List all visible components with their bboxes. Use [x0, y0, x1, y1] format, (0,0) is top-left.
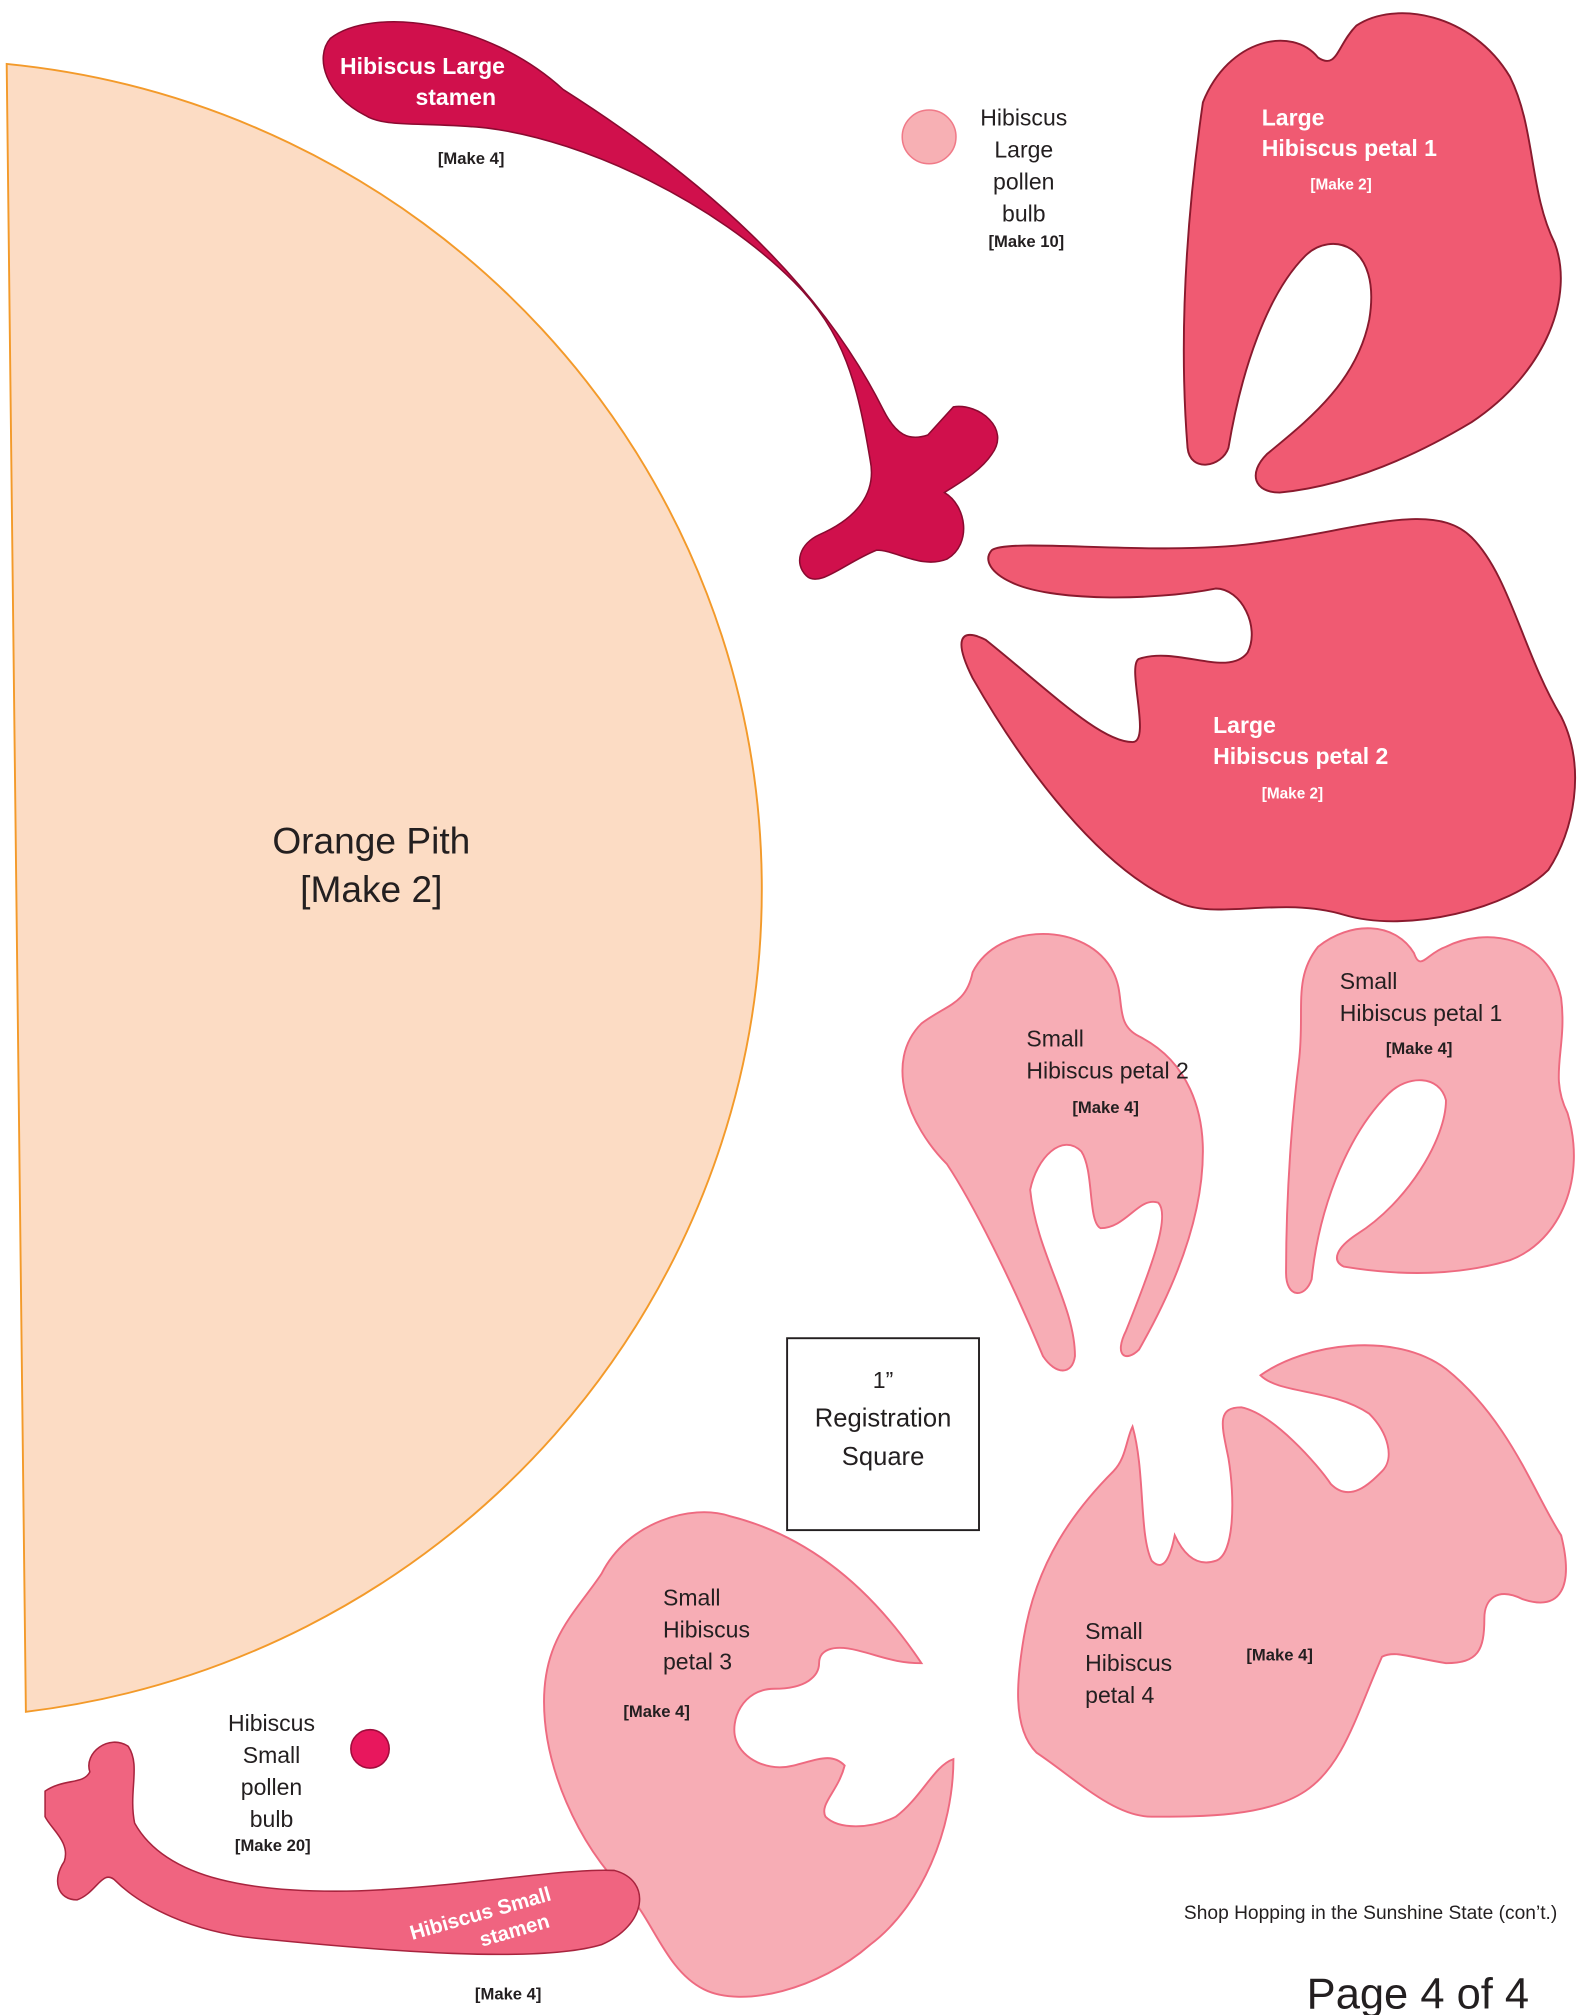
count: [Make 2]	[1262, 785, 1323, 802]
count: [Make 4]	[475, 1985, 542, 2004]
small-petal-4-shape	[1017, 1344, 1567, 1818]
count: [Make 20]	[235, 1836, 311, 1855]
label: Small	[1085, 1618, 1143, 1644]
label: Hibiscus petal 1	[1340, 1000, 1502, 1026]
label: Registration	[815, 1404, 951, 1432]
count: [Make 4]	[1386, 1039, 1453, 1058]
label: Large	[994, 136, 1053, 162]
label: Hibiscus petal 1	[1262, 135, 1437, 161]
label: bulb	[250, 1806, 294, 1832]
count: [Make 4]	[1072, 1098, 1139, 1117]
orange-pith-shape	[5, 62, 763, 1713]
label: Large	[1262, 104, 1325, 130]
label: Hibiscus	[228, 1710, 315, 1736]
large-petal-1-shape	[1182, 12, 1562, 494]
label: Large	[1213, 712, 1276, 738]
label: Hibiscus	[980, 104, 1067, 130]
large-pollen-bulb-shape	[901, 109, 957, 165]
label: Small	[1340, 968, 1398, 994]
footer-subtitle: Shop Hopping in the Sunshine State (con’…	[1184, 1903, 1557, 1924]
label: bulb	[1002, 200, 1046, 226]
count: [Make 4]	[1246, 1646, 1313, 1665]
label: pollen	[993, 168, 1054, 194]
label: Small	[663, 1585, 721, 1611]
count: [Make 2]	[300, 868, 442, 910]
registration-square-shape	[786, 1337, 980, 1532]
label: Square	[842, 1443, 924, 1471]
count: [Make 2]	[1310, 176, 1371, 193]
count: [Make 4]	[438, 149, 505, 168]
label: pollen	[241, 1774, 302, 1800]
label: Hibiscus	[1085, 1650, 1172, 1676]
small-petal-2-shape	[901, 933, 1204, 1372]
large-stamen-shape	[322, 21, 999, 580]
small-stamen-shape	[44, 1741, 641, 1956]
label: Hibiscus	[663, 1617, 750, 1643]
label: 1”	[873, 1367, 893, 1393]
page-number: Page 4 of 4	[1307, 1971, 1529, 2015]
label: Small	[1026, 1026, 1084, 1052]
small-petal-1-shape	[1285, 927, 1575, 1294]
label: Small	[243, 1742, 301, 1768]
label: stamen	[415, 84, 496, 110]
label: Hibiscus petal 2	[1213, 743, 1388, 769]
label: Orange Pith	[272, 819, 470, 861]
label: Hibiscus petal 2	[1026, 1058, 1188, 1084]
label: petal 3	[663, 1649, 732, 1675]
small-pollen-bulb-shape	[350, 1728, 390, 1769]
large-petal-2-shape	[960, 518, 1577, 923]
label: petal 4	[1085, 1682, 1154, 1708]
label: Hibiscus Large	[340, 53, 505, 79]
count: [Make 10]	[988, 232, 1064, 251]
count: [Make 4]	[623, 1702, 690, 1721]
